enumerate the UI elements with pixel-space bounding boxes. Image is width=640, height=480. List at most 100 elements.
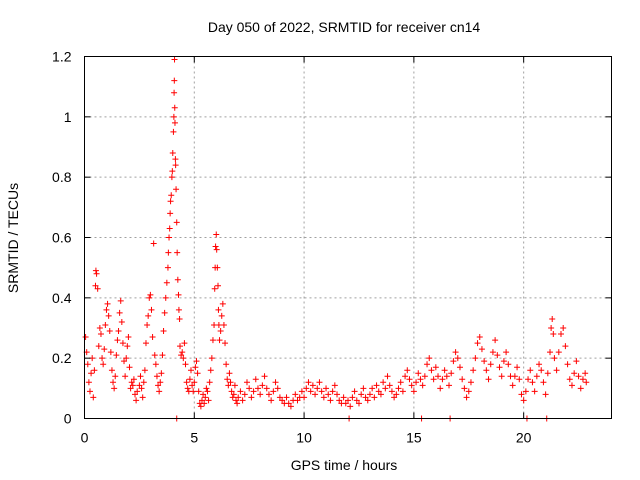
data-point <box>568 382 575 389</box>
data-point <box>582 370 589 377</box>
data-point <box>162 294 169 301</box>
data-point <box>395 385 402 392</box>
data-point <box>96 325 103 331</box>
data-point <box>301 394 308 401</box>
data-point <box>137 373 144 380</box>
data-point <box>237 388 244 395</box>
data-point <box>485 376 492 383</box>
data-point <box>375 388 382 395</box>
data-point <box>150 240 157 247</box>
data-point <box>452 349 459 356</box>
data-point <box>342 400 349 407</box>
data-point <box>197 403 204 410</box>
data-point <box>209 337 216 344</box>
x-axis-tick-labels: 0 5 10 15 20 <box>81 430 532 446</box>
data-point <box>174 276 181 283</box>
data-point <box>522 388 529 395</box>
data-point <box>456 364 463 371</box>
data-point <box>212 243 219 250</box>
data-point <box>548 325 555 331</box>
data-point <box>211 285 218 292</box>
data-point <box>169 150 176 157</box>
data-point <box>140 379 147 386</box>
data-point <box>100 361 107 368</box>
x-tick-label: 10 <box>296 430 312 446</box>
data-point <box>450 358 457 365</box>
data-point <box>503 349 510 356</box>
data-point <box>214 264 221 271</box>
data-point <box>246 385 253 392</box>
data-point <box>428 367 435 374</box>
data-point <box>138 385 145 392</box>
data-point <box>86 388 93 395</box>
data-point <box>270 388 277 395</box>
data-point <box>366 391 373 398</box>
data-point <box>511 373 518 380</box>
data-point <box>195 388 202 395</box>
data-point <box>184 385 191 392</box>
data-point <box>159 352 166 359</box>
data-point <box>487 361 494 368</box>
data-point <box>222 340 229 347</box>
data-point <box>551 355 558 362</box>
data-point <box>533 373 540 380</box>
data-point <box>171 119 178 126</box>
data-point <box>331 382 338 389</box>
data-point <box>446 382 453 389</box>
data-point <box>226 370 233 377</box>
data-point <box>204 388 211 395</box>
data-point <box>207 367 214 374</box>
data-point <box>347 403 354 410</box>
data-point <box>553 367 560 374</box>
data-point <box>217 328 224 335</box>
data-point <box>157 379 164 386</box>
data-point <box>474 340 481 347</box>
data-point <box>355 400 362 407</box>
data-point <box>235 394 242 401</box>
data-point <box>259 382 266 389</box>
data-point <box>448 370 455 377</box>
data-point <box>500 358 507 365</box>
data-point <box>160 328 167 335</box>
data-point <box>312 391 319 398</box>
data-point <box>265 391 272 398</box>
data-point <box>283 394 290 401</box>
data-point <box>182 361 189 368</box>
data-point <box>194 370 201 377</box>
data-point <box>171 56 178 63</box>
data-point <box>557 331 564 338</box>
chart-title: Day 050 of 2022, SRMTID for receiver cn1… <box>208 19 481 35</box>
data-point <box>470 367 477 374</box>
data-point <box>314 385 321 392</box>
data-point <box>84 361 91 368</box>
data-point <box>206 379 213 386</box>
data-point <box>219 300 226 307</box>
data-point <box>132 391 139 398</box>
data-point <box>239 397 246 404</box>
data-point <box>223 361 230 368</box>
data-point <box>215 321 222 328</box>
data-point <box>95 343 102 350</box>
data-point <box>198 397 205 404</box>
data-point <box>362 394 369 401</box>
data-point <box>417 376 424 383</box>
data-point <box>213 231 220 238</box>
data-point <box>149 334 156 341</box>
data-point <box>494 352 501 359</box>
data-point <box>536 361 543 368</box>
data-point <box>424 361 431 368</box>
data-point <box>168 192 175 199</box>
data-point <box>527 367 534 374</box>
data-point <box>172 162 179 169</box>
data-point <box>388 388 395 395</box>
data-point <box>566 376 573 383</box>
data-point <box>227 379 234 386</box>
data-point <box>186 376 193 383</box>
data-point <box>351 388 358 395</box>
data-point <box>233 397 240 404</box>
data-point <box>183 379 190 386</box>
data-point <box>165 249 172 256</box>
data-point <box>263 385 270 392</box>
data-point <box>134 388 141 395</box>
data-point <box>126 364 133 371</box>
